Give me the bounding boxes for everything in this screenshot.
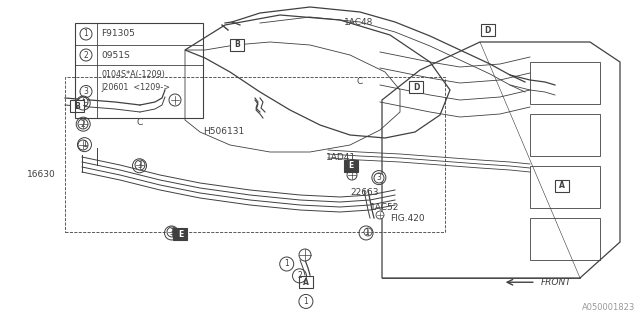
Text: 2: 2 <box>297 271 302 280</box>
Bar <box>481 24 495 36</box>
Circle shape <box>299 249 311 261</box>
Text: E: E <box>348 161 353 170</box>
Bar <box>530 218 600 260</box>
Bar <box>530 62 600 104</box>
Bar <box>65 77 445 232</box>
Text: 1: 1 <box>364 228 369 237</box>
Text: 22663: 22663 <box>351 188 380 197</box>
Text: 2: 2 <box>81 120 86 129</box>
Bar <box>344 160 358 172</box>
Text: FIG.420: FIG.420 <box>390 214 425 223</box>
Text: 16630: 16630 <box>27 170 56 179</box>
Text: 1: 1 <box>284 260 289 268</box>
Bar <box>230 39 244 51</box>
Circle shape <box>376 211 384 219</box>
Text: 1: 1 <box>84 29 88 38</box>
Bar <box>530 166 600 208</box>
Text: 3: 3 <box>376 173 381 182</box>
Circle shape <box>364 228 372 236</box>
Text: D: D <box>484 26 491 35</box>
Circle shape <box>374 173 384 183</box>
Text: 0951S: 0951S <box>101 51 130 60</box>
Text: B: B <box>234 40 239 49</box>
Text: A: A <box>303 278 309 287</box>
Text: B: B <box>74 102 79 111</box>
Bar <box>299 276 313 288</box>
Circle shape <box>169 94 181 106</box>
Circle shape <box>167 227 177 237</box>
Text: 1AD41: 1AD41 <box>326 153 356 162</box>
Bar <box>409 81 423 93</box>
Text: 3: 3 <box>84 87 88 96</box>
Text: C: C <box>136 118 143 127</box>
Text: A050001823: A050001823 <box>582 303 635 312</box>
Text: E: E <box>178 230 183 239</box>
Text: 3: 3 <box>169 228 174 237</box>
Bar <box>530 114 600 156</box>
Text: 1: 1 <box>303 297 308 306</box>
Circle shape <box>135 160 145 170</box>
Bar <box>70 100 84 112</box>
Text: 2: 2 <box>84 51 88 60</box>
Circle shape <box>78 97 88 107</box>
Text: 1: 1 <box>81 99 86 108</box>
Circle shape <box>78 140 88 150</box>
Text: F91305: F91305 <box>101 29 135 38</box>
Circle shape <box>78 119 88 129</box>
Text: 1: 1 <box>82 140 87 149</box>
Text: C: C <box>356 77 363 86</box>
Bar <box>75 23 203 118</box>
Text: 3: 3 <box>137 161 142 170</box>
Bar <box>173 228 188 240</box>
Text: 0104S*A(-1209): 0104S*A(-1209) <box>101 70 165 79</box>
Text: H506131: H506131 <box>204 127 244 136</box>
Bar <box>555 180 569 192</box>
Text: A: A <box>559 181 565 190</box>
Text: 1AC52: 1AC52 <box>370 203 399 212</box>
Text: 1AC48: 1AC48 <box>344 18 374 27</box>
Circle shape <box>347 170 357 180</box>
Text: FRONT: FRONT <box>541 278 572 287</box>
Text: D: D <box>413 83 419 92</box>
Text: J20601  <1209->: J20601 <1209-> <box>101 83 170 92</box>
